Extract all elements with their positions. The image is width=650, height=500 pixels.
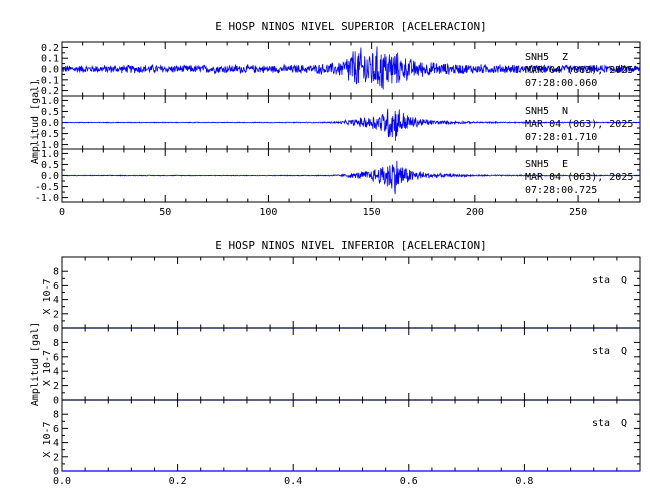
waveform-trace bbox=[61, 160, 641, 195]
y-tick-label: 0.2 bbox=[41, 43, 59, 54]
station-label: SNH5 bbox=[525, 106, 549, 117]
y-axis-label: Amplitud [gal] bbox=[30, 322, 41, 406]
date-label: MAR 04 (063), 2025 bbox=[525, 172, 633, 183]
date-label: MAR 04 (063), 2025 bbox=[525, 119, 633, 130]
component-label: Q bbox=[621, 275, 627, 286]
panel-frame bbox=[61, 399, 641, 472]
x-tick-label: 50 bbox=[159, 207, 171, 218]
y-tick-label: 0.5 bbox=[41, 107, 59, 118]
component-label: Q bbox=[621, 346, 627, 357]
y-tick-label: 0 bbox=[53, 324, 59, 335]
station-label: SNH5 bbox=[525, 159, 549, 170]
y-tick-label: 1.0 bbox=[41, 96, 59, 107]
y-tick-label: 8 bbox=[53, 410, 59, 421]
y-tick-label: 6 bbox=[53, 281, 59, 292]
y-tick-label: 4 bbox=[53, 367, 59, 378]
y-tick-label: 0.5 bbox=[41, 160, 59, 171]
y-tick-label: 4 bbox=[53, 295, 59, 306]
y-tick-label: 0.0 bbox=[41, 118, 59, 129]
sta-label: sta bbox=[592, 275, 610, 286]
y-multiplier-label: X 10-7 bbox=[42, 421, 53, 457]
y-axis-label: Amplitud [gal] bbox=[30, 80, 41, 164]
sta-label: sta bbox=[592, 418, 610, 429]
y-multiplier-label: X 10-7 bbox=[42, 278, 53, 314]
y-tick-label: -0.1 bbox=[35, 75, 59, 86]
y-tick-label: 8 bbox=[53, 338, 59, 349]
x-tick-label: 0.4 bbox=[284, 476, 302, 487]
x-tick-label: 200 bbox=[466, 207, 484, 218]
y-tick-label: 1.0 bbox=[41, 149, 59, 160]
station-label: SNH5 bbox=[525, 52, 549, 63]
y-multiplier-label: X 10-7 bbox=[42, 350, 53, 386]
date-label: MAR 04 (063), 2025 bbox=[525, 65, 633, 76]
chart-title: E HOSP NINOS NIVEL SUPERIOR [ACELERACION… bbox=[215, 20, 487, 33]
time-label: 07:28:01.710 bbox=[525, 132, 597, 143]
y-tick-label: -1.0 bbox=[35, 140, 59, 151]
x-tick-label: 150 bbox=[363, 207, 381, 218]
x-tick-label: 250 bbox=[569, 207, 587, 218]
time-label: 07:28:00.060 bbox=[525, 78, 597, 89]
y-tick-label: 4 bbox=[53, 438, 59, 449]
x-tick-label: 0.2 bbox=[169, 476, 187, 487]
waveform-trace bbox=[61, 108, 641, 141]
y-tick-label: -0.5 bbox=[35, 129, 59, 140]
chart-title: E HOSP NINOS NIVEL INFERIOR [ACELERACION… bbox=[215, 239, 487, 252]
component-label: Z bbox=[562, 52, 568, 63]
y-tick-label: 2 bbox=[53, 452, 59, 463]
component-label: E bbox=[562, 159, 568, 170]
component-label: N bbox=[562, 106, 568, 117]
y-tick-label: 0.1 bbox=[41, 54, 59, 65]
x-tick-label: 0.6 bbox=[400, 476, 418, 487]
x-tick-label: 0.8 bbox=[515, 476, 533, 487]
y-tick-label: 6 bbox=[53, 424, 59, 435]
y-tick-label: 0 bbox=[53, 396, 59, 407]
time-label: 07:28:00.725 bbox=[525, 185, 597, 196]
y-tick-label: -1.0 bbox=[35, 193, 59, 204]
waveform-trace bbox=[61, 46, 641, 90]
x-tick-label: 0 bbox=[59, 207, 65, 218]
sta-label: sta bbox=[592, 346, 610, 357]
y-tick-label: 0 bbox=[53, 467, 59, 478]
panel-frame bbox=[61, 327, 641, 401]
y-tick-label: -0.5 bbox=[35, 182, 59, 193]
x-tick-label: 0.0 bbox=[53, 476, 71, 487]
y-tick-label: 8 bbox=[53, 267, 59, 278]
y-tick-label: 0.0 bbox=[41, 171, 59, 182]
y-tick-label: 2 bbox=[53, 309, 59, 320]
panel-frame bbox=[61, 256, 641, 329]
component-label: Q bbox=[621, 418, 627, 429]
x-tick-label: 100 bbox=[259, 207, 277, 218]
y-tick-label: 2 bbox=[53, 381, 59, 392]
y-tick-label: 6 bbox=[53, 352, 59, 363]
y-tick-label: -0.2 bbox=[35, 86, 59, 97]
y-tick-label: 0.0 bbox=[41, 65, 59, 76]
